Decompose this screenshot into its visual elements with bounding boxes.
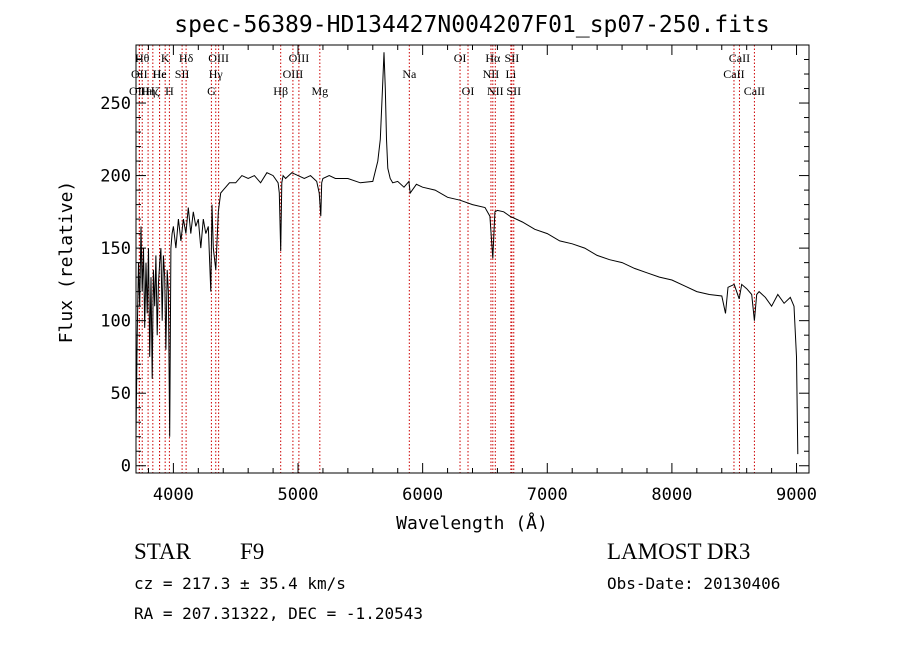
y-tick-label: 0: [121, 457, 131, 477]
survey-name: LAMOST DR3: [607, 539, 751, 564]
line-label: Hβ: [273, 84, 288, 98]
x-axis-label: Wavelength (Å): [396, 512, 548, 534]
emission-line-labels: OIIOIIIHθHηHζHeHεKHSIIHδGHγOIIIHβOIIIOII…: [129, 51, 765, 98]
x-axis: 4000 5000 6000 7000 8000 9000: [147, 45, 817, 505]
y-tick-label: 200: [100, 167, 131, 187]
x-tick-label: 5000: [278, 485, 319, 505]
line-label: NII: [483, 67, 500, 81]
line-label: Hγ: [209, 67, 224, 81]
line-label: Hδ: [179, 51, 194, 65]
line-label: CaII: [729, 51, 750, 65]
object-subclass: F9: [240, 539, 265, 564]
chart-title: spec-56389-HD134427N004207F01_sp07-250.f…: [174, 12, 769, 38]
object-class: STAR: [134, 539, 191, 564]
line-label: H: [165, 84, 174, 98]
x-tick-label: 4000: [153, 485, 194, 505]
line-label: CaII: [744, 84, 765, 98]
coordinates-readout: RA = 207.31322, DEC = -1.20543: [134, 604, 423, 623]
line-label: OIII: [208, 51, 229, 65]
plot-frame: [135, 44, 810, 474]
line-label: K: [161, 51, 170, 65]
line-label: Mg: [311, 84, 328, 98]
y-axis-label: Flux (relative): [56, 181, 77, 344]
y-axis: 0 50 100 150 200 250: [100, 59, 809, 477]
line-label: Hθ: [135, 51, 150, 65]
y-tick-label: 250: [100, 94, 131, 114]
line-label: OI: [462, 84, 475, 98]
x-tick-label: 6000: [402, 485, 443, 505]
x-tick-label: 9000: [776, 485, 817, 505]
spectrum-series-line: [135, 52, 799, 455]
obs-date: Obs-Date: 20130406: [607, 574, 781, 593]
line-label: Hα: [485, 51, 501, 65]
y-tick-label: 50: [111, 384, 131, 404]
line-label: OI: [454, 51, 467, 65]
line-label: CaII: [723, 67, 744, 81]
line-label: OIII: [289, 51, 310, 65]
line-label: Hη: [141, 84, 156, 98]
line-label: Li: [506, 67, 517, 81]
x-tick-label: 8000: [651, 485, 692, 505]
y-tick-label: 100: [100, 312, 131, 332]
y-tick-label: 150: [100, 239, 131, 259]
line-label: NII: [487, 84, 504, 98]
line-label: SII: [175, 67, 190, 81]
line-label: G: [207, 84, 216, 98]
line-label: SII: [506, 84, 521, 98]
line-label: He: [153, 67, 167, 81]
line-label: OIII: [129, 84, 150, 98]
line-label: Na: [402, 67, 417, 81]
line-label: Hε: [153, 67, 167, 81]
redshift-readout: cz = 217.3 ± 35.4 km/s: [134, 574, 346, 593]
x-tick-label: 7000: [527, 485, 568, 505]
line-label: Hζ: [146, 84, 160, 98]
line-label: OIII: [283, 67, 304, 81]
emission-line-markers: [138, 45, 755, 473]
line-label: SII: [505, 51, 520, 65]
